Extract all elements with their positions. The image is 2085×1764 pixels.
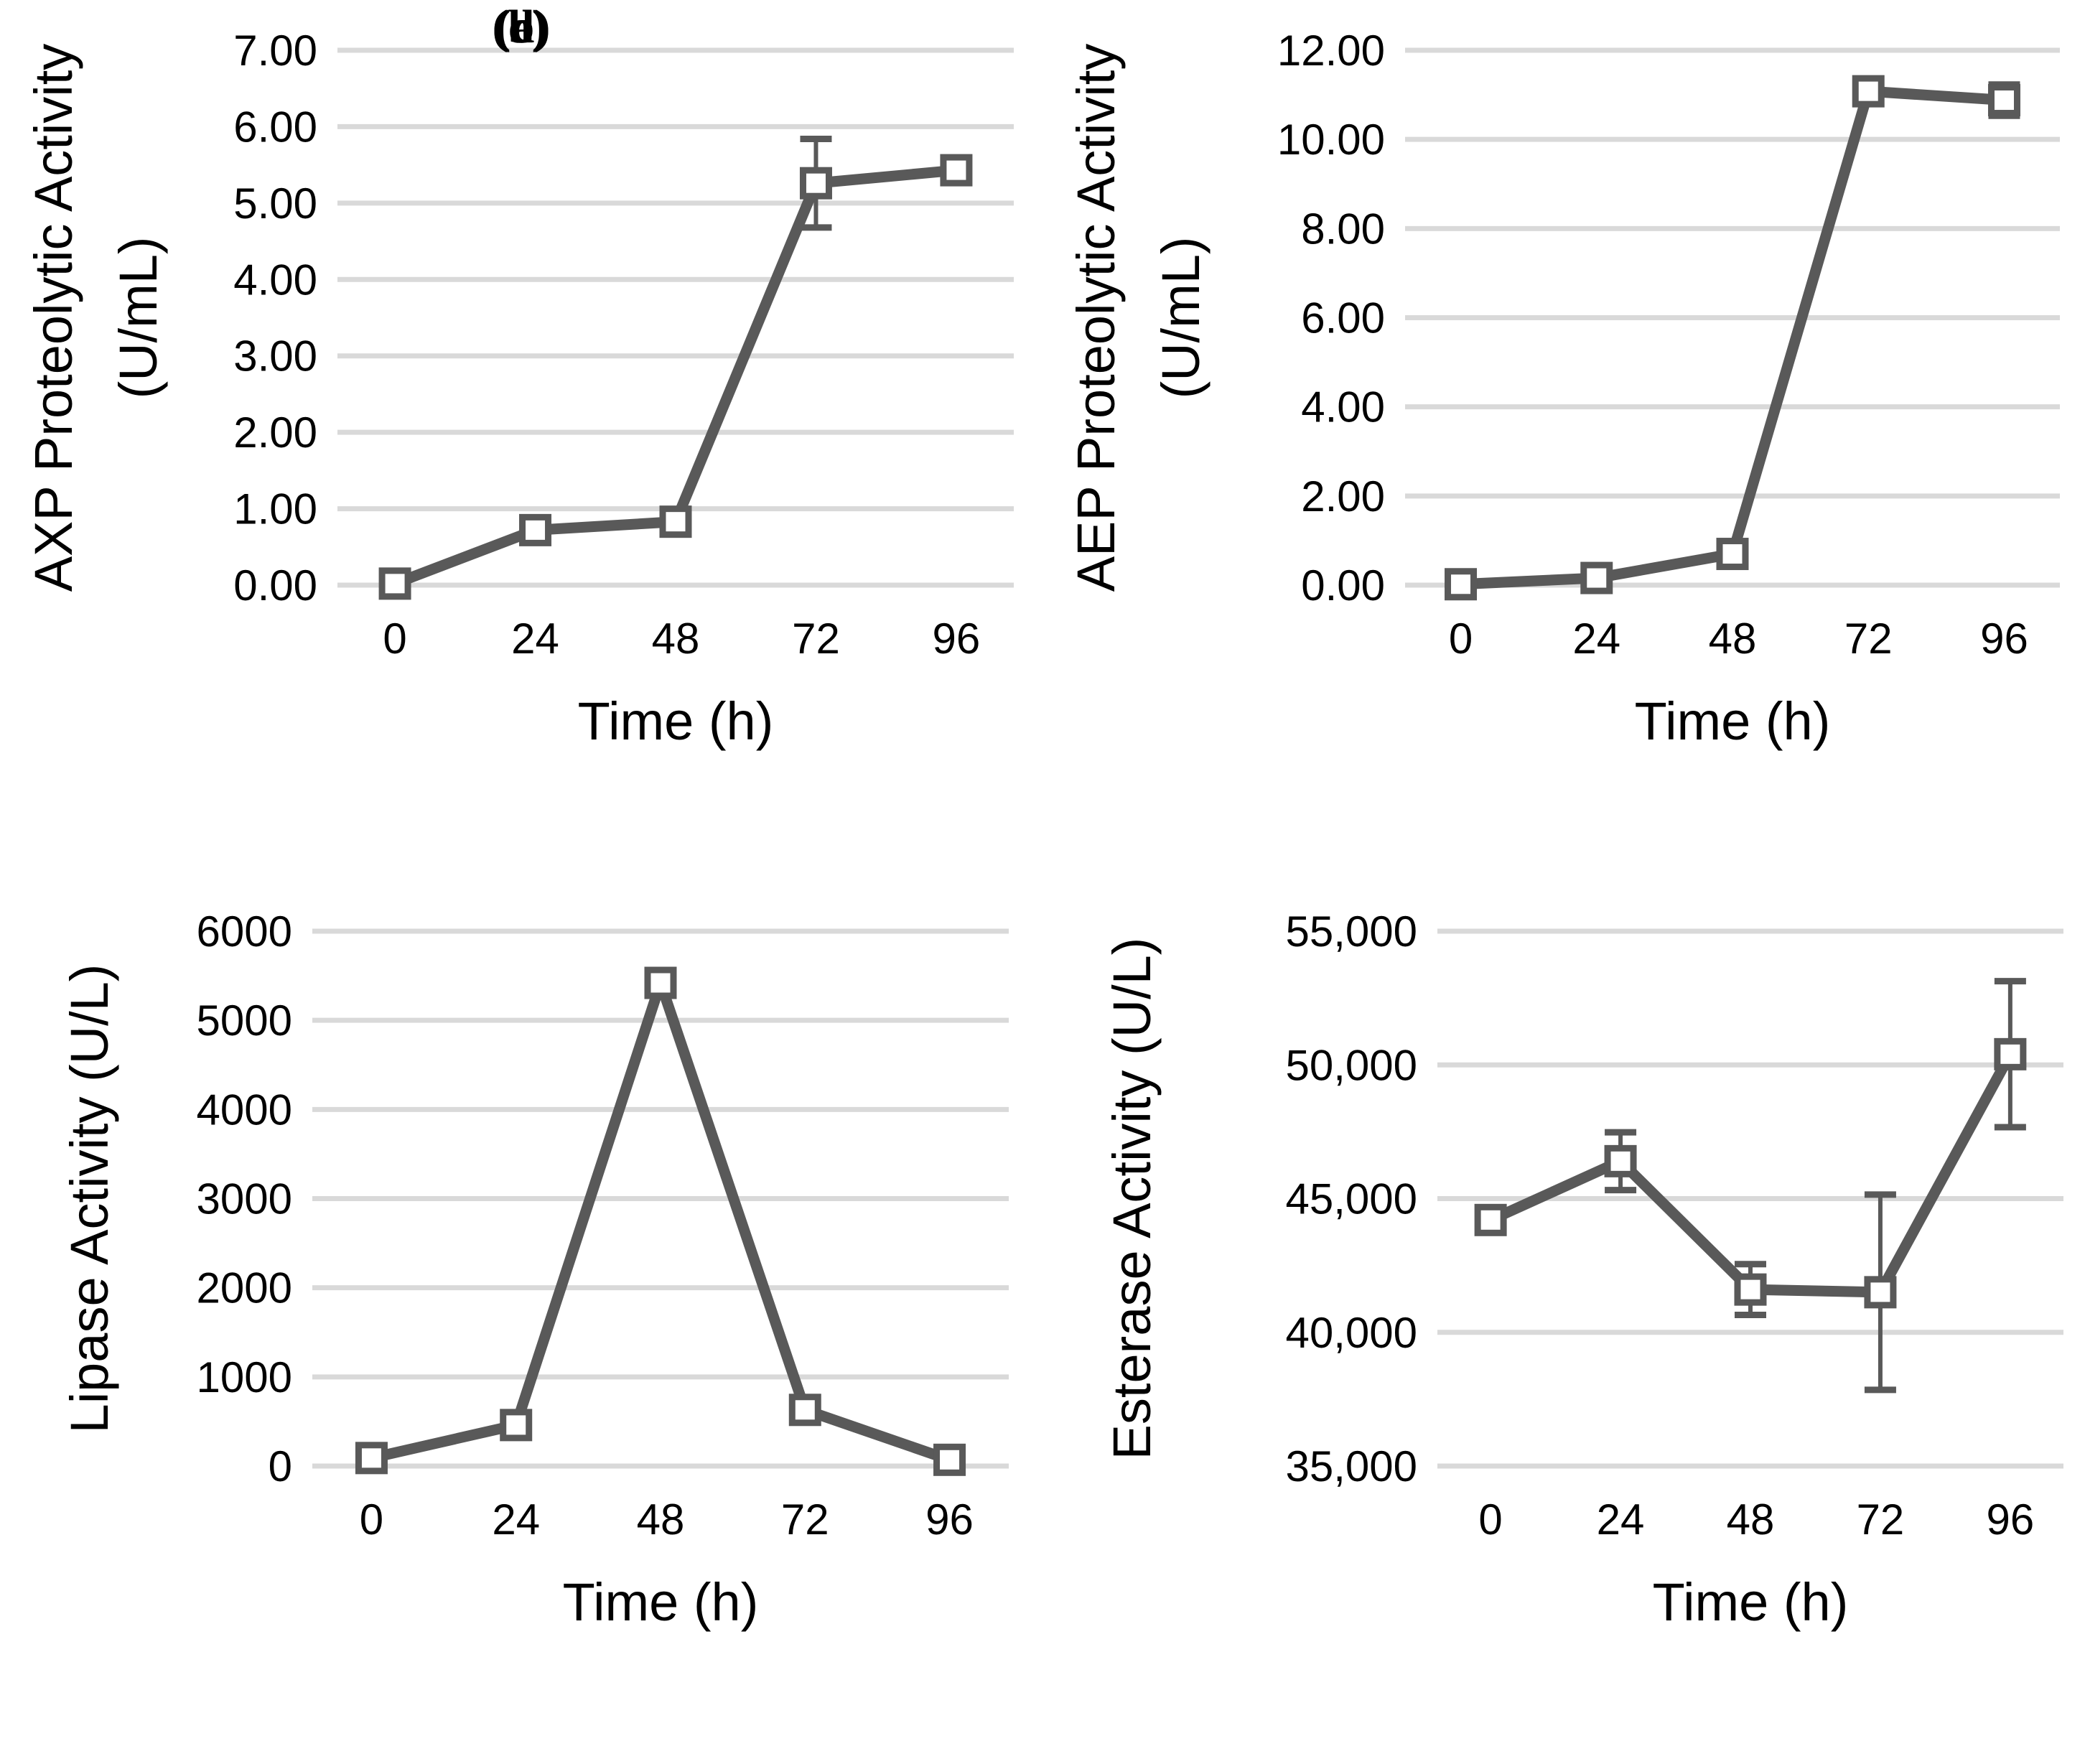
- data-line: [370, 977, 951, 1465]
- y-tick-label: 0.00: [233, 561, 317, 610]
- x-tick-label: 48: [1709, 615, 1757, 663]
- data-point-marker: [355, 1442, 388, 1475]
- x-tick-label: 48: [652, 615, 700, 663]
- data-point-marker: [500, 1409, 533, 1442]
- x-tick-label: 96: [925, 1495, 974, 1544]
- y-axis-label: (U/mL): [1151, 236, 1211, 398]
- y-tick-label: 7.00: [233, 27, 317, 75]
- data-point-marker: [1864, 1276, 1897, 1309]
- data-point-marker: [378, 567, 411, 600]
- y-tick-label: 4.00: [233, 256, 317, 304]
- x-axis-label: Time (h): [1653, 1572, 1849, 1632]
- panel-label-c: (c): [495, 1, 548, 53]
- y-tick-label: 10.00: [1277, 116, 1385, 164]
- x-tick-label: 24: [492, 1495, 540, 1544]
- x-tick-label: 0: [383, 615, 406, 663]
- y-tick-label: 5000: [197, 997, 292, 1045]
- y-tick-label: 2.00: [1301, 472, 1385, 521]
- y-tick-label: 4.00: [1301, 383, 1385, 431]
- y-tick-label: 1000: [197, 1353, 292, 1401]
- y-tick-label: 2000: [197, 1264, 292, 1312]
- panel-label-b: (b): [492, 1, 551, 53]
- x-tick-label: 72: [1844, 615, 1893, 663]
- data-point-marker: [1852, 75, 1885, 108]
- data-point-marker: [1994, 1037, 2027, 1070]
- data-line: [1460, 85, 2005, 590]
- data-line: [1488, 1051, 2015, 1298]
- y-tick-label: 4000: [197, 1086, 292, 1134]
- y-axis-label: AEP Proteolytic Activity: [1066, 44, 1126, 592]
- data-point-marker: [1734, 1273, 1767, 1306]
- y-axis-label: AXP Proteolytic Activity: [24, 44, 83, 592]
- y-tick-label: 12.00: [1277, 27, 1385, 75]
- x-tick-label: 0: [1478, 1495, 1502, 1544]
- y-tick-label: 5.00: [233, 179, 317, 228]
- y-tick-label: 6.00: [233, 103, 317, 151]
- x-tick-label: 72: [1857, 1495, 1905, 1544]
- y-tick-label: 6000: [197, 907, 292, 956]
- x-tick-label: 24: [1597, 1495, 1645, 1544]
- x-tick-label: 0: [1449, 615, 1473, 663]
- y-tick-label: 50,000: [1285, 1041, 1417, 1089]
- data-point-marker: [519, 513, 552, 546]
- x-axis-label: Time (h): [578, 691, 774, 751]
- x-axis-label: Time (h): [1635, 691, 1831, 751]
- y-tick-label: 35,000: [1285, 1442, 1417, 1490]
- data-point-marker: [1580, 561, 1613, 594]
- data-point-marker: [799, 167, 832, 200]
- y-tick-label: 8.00: [1301, 205, 1385, 253]
- x-tick-label: 24: [511, 615, 559, 663]
- y-tick-label: 0: [269, 1442, 292, 1490]
- x-tick-label: 72: [781, 1495, 829, 1544]
- y-axis-label: Lipase Activity (U/L): [60, 964, 119, 1434]
- data-point-marker: [940, 154, 973, 187]
- y-tick-label: 6.00: [1301, 294, 1385, 342]
- y-tick-label: 3000: [197, 1175, 292, 1223]
- data-point-marker: [644, 966, 677, 999]
- y-tick-label: 40,000: [1285, 1309, 1417, 1357]
- x-tick-label: 48: [637, 1495, 685, 1544]
- y-tick-label: 0.00: [1301, 561, 1385, 610]
- x-tick-label: 48: [1727, 1495, 1775, 1544]
- x-tick-label: 96: [1980, 615, 2028, 663]
- y-tick-label: 1.00: [233, 485, 317, 533]
- x-tick-label: 96: [1987, 1495, 2035, 1544]
- data-point-marker: [1445, 568, 1478, 601]
- panel-b-chart: 0.00 2.00 4.00 6.00 8.00 10.00 12.00 AEP Proteo…: [1066, 27, 2060, 751]
- panel-label-d: (d): [492, 1, 551, 53]
- y-tick-label: 55,000: [1285, 907, 1417, 956]
- x-tick-label: 24: [1572, 615, 1620, 663]
- x-tick-label: 0: [360, 1495, 383, 1544]
- data-point-marker: [933, 1443, 966, 1476]
- data-point-marker: [1474, 1203, 1507, 1236]
- y-axis-label: (U/mL): [108, 236, 168, 398]
- panel-label-a: (a): [493, 1, 549, 53]
- data-point-marker: [659, 505, 692, 538]
- x-tick-label: 96: [933, 615, 981, 663]
- y-tick-label: 2.00: [233, 409, 317, 457]
- y-tick-label: 3.00: [233, 332, 317, 381]
- panel-c-chart: 0 1000 2000 3000 4000 5000 6000 Lipase Activity…: [60, 907, 1009, 1632]
- data-point-marker: [1987, 84, 2020, 117]
- x-axis-label: Time (h): [563, 1572, 759, 1632]
- panel-a-chart: 0.00 1.00 2.00 3.00 4.00 5.00 6.00 7.00 AXP Prot…: [24, 27, 1014, 751]
- y-tick-label: 45,000: [1285, 1175, 1417, 1223]
- panel-d-chart: 35,000 40,000 45,000 50,000 55,000 Esterase A…: [1102, 907, 2063, 1632]
- y-axis-label: Esterase Activity (U/L): [1102, 938, 1162, 1460]
- data-point-marker: [788, 1394, 821, 1427]
- data-point-marker: [1604, 1144, 1637, 1177]
- x-tick-label: 72: [792, 615, 840, 663]
- data-point-marker: [1716, 538, 1749, 571]
